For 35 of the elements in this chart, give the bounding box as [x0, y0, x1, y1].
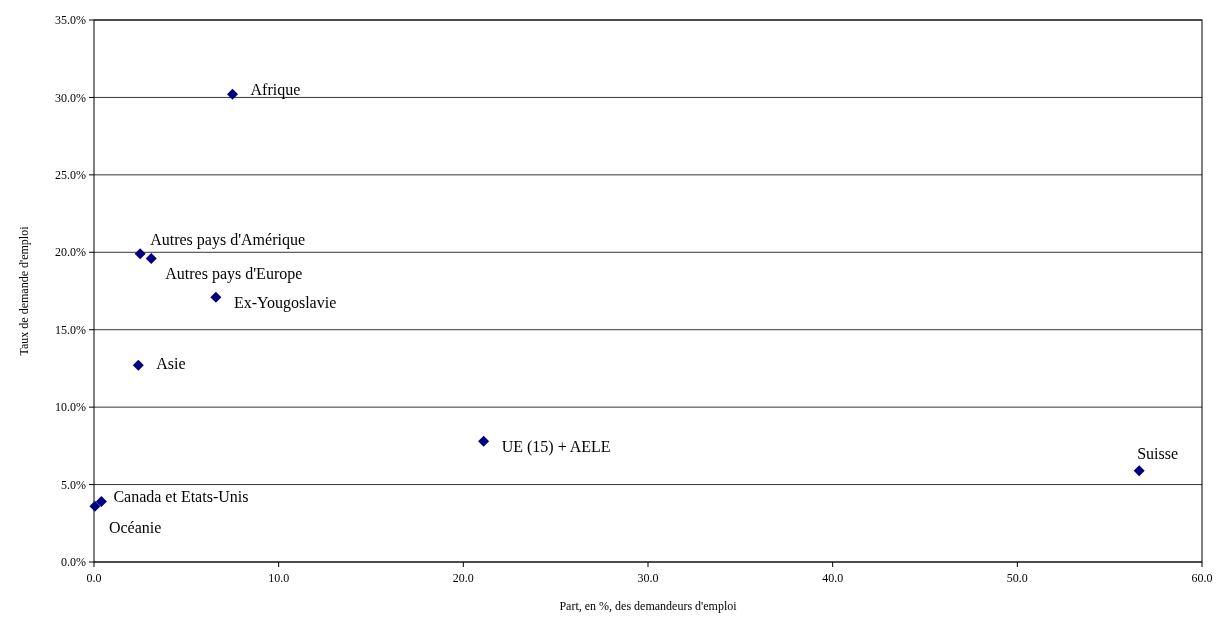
y-tick-label: 15.0% — [55, 322, 86, 337]
y-tick-label: 35.0% — [55, 13, 86, 28]
x-axis-title: Part, en %, des demandeurs d'emploi — [559, 599, 738, 613]
annotation: Canada et Etats-Unis — [113, 488, 249, 506]
annotation: Suisse — [1137, 445, 1179, 463]
annotation: UE (15) + AELE — [501, 437, 611, 456]
annotation: Asie — [156, 354, 186, 372]
annotation: Océanie — [108, 518, 162, 536]
point — [132, 359, 144, 371]
annotation: Autres pays d'Europe — [165, 265, 303, 284]
point — [134, 248, 146, 260]
y-tick-label: 20.0% — [55, 245, 86, 260]
y-axis-title: Taux de demande d'emploi — [17, 225, 31, 356]
x-tick-label: 60.0 — [1191, 571, 1213, 585]
x-tick-label: 30.0 — [637, 571, 659, 585]
point — [1133, 465, 1145, 477]
y-tick-label: 10.0% — [55, 400, 86, 415]
x-tick-label: 50.0 — [1006, 571, 1028, 585]
point — [478, 435, 490, 447]
y-tick-label: 25.0% — [55, 168, 86, 183]
annotation: Afrique — [250, 80, 301, 99]
y-tick-label: 30.0% — [55, 90, 86, 105]
point — [227, 88, 238, 100]
x-tick-label: 40.0 — [822, 571, 844, 585]
point — [95, 496, 107, 508]
annotation: Ex-Yougoslavie — [233, 293, 337, 312]
annotation: Autres pays d'Amérique — [150, 231, 306, 250]
x-tick-label: 20.0 — [452, 571, 474, 585]
point — [210, 291, 222, 303]
point — [145, 252, 157, 264]
x-tick-label: 0.0 — [86, 571, 102, 585]
y-tick-label: 5.0% — [61, 477, 86, 492]
x-tick-label: 10.0 — [268, 571, 290, 585]
y-tick-label: 0.0% — [61, 555, 86, 570]
point — [89, 500, 101, 512]
